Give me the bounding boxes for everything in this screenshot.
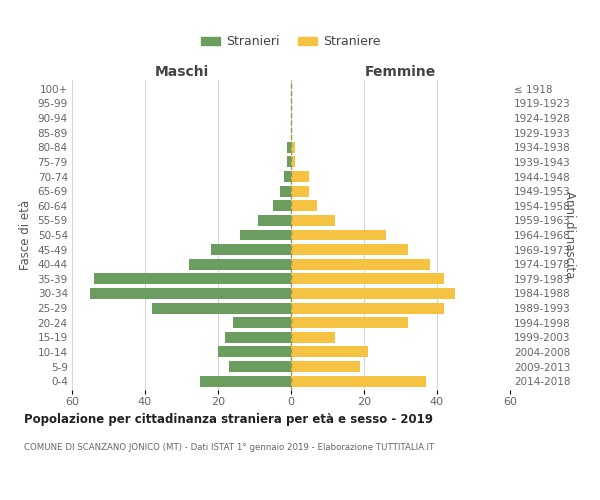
Bar — [291, 332, 335, 343]
Bar — [90, 288, 291, 299]
Text: COMUNE DI SCANZANO JONICO (MT) - Dati ISTAT 1° gennaio 2019 - Elaborazione TUTTI: COMUNE DI SCANZANO JONICO (MT) - Dati IS… — [24, 442, 434, 452]
Bar — [229, 361, 291, 372]
Bar — [287, 156, 291, 168]
Bar — [200, 376, 291, 386]
Bar — [258, 215, 291, 226]
Bar — [291, 346, 368, 358]
Bar — [291, 244, 408, 255]
Bar — [233, 318, 291, 328]
Bar — [291, 171, 309, 182]
Text: Maschi: Maschi — [154, 64, 209, 78]
Bar — [284, 171, 291, 182]
Bar — [291, 230, 386, 240]
Y-axis label: Anni di nascita: Anni di nascita — [563, 192, 577, 278]
Bar — [218, 346, 291, 358]
Bar — [291, 259, 430, 270]
Legend: Stranieri, Straniere: Stranieri, Straniere — [196, 30, 386, 54]
Bar — [291, 186, 309, 196]
Bar — [152, 302, 291, 314]
Bar — [226, 332, 291, 343]
Bar — [94, 274, 291, 284]
Bar — [273, 200, 291, 211]
Bar — [211, 244, 291, 255]
Bar — [291, 302, 444, 314]
Bar — [291, 274, 444, 284]
Y-axis label: Fasce di età: Fasce di età — [19, 200, 32, 270]
Bar — [280, 186, 291, 196]
Bar — [291, 288, 455, 299]
Bar — [291, 200, 317, 211]
Bar — [291, 361, 361, 372]
Bar — [291, 142, 295, 152]
Text: Popolazione per cittadinanza straniera per età e sesso - 2019: Popolazione per cittadinanza straniera p… — [24, 412, 433, 426]
Bar — [287, 142, 291, 152]
Bar — [291, 156, 295, 168]
Bar — [291, 215, 335, 226]
Text: Femmine: Femmine — [365, 64, 436, 78]
Bar — [291, 318, 408, 328]
Bar — [291, 376, 426, 386]
Bar — [240, 230, 291, 240]
Bar — [189, 259, 291, 270]
